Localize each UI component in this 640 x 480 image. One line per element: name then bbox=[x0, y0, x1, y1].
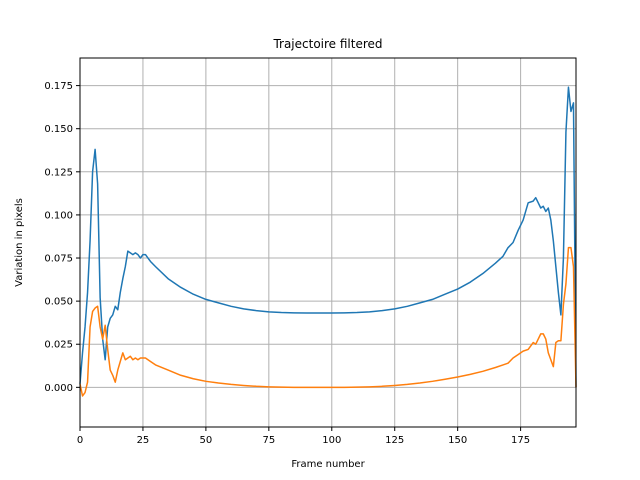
axis-ticks: 0 25 50 75 100 125 150 175 0.000 0.025 0.050 0.075 0… bbox=[44, 81, 530, 446]
grid bbox=[79, 58, 576, 427]
x-tick-label: 75 bbox=[262, 435, 275, 446]
x-tick-label: 100 bbox=[322, 435, 341, 446]
y-tick-label: 0.175 bbox=[44, 81, 73, 92]
series-lines bbox=[79, 86, 577, 397]
y-tick-label: 0.150 bbox=[44, 124, 73, 135]
x-axis-label: Frame number bbox=[291, 459, 365, 470]
x-tick-label: 25 bbox=[137, 435, 150, 446]
y-tick-label: 0.100 bbox=[44, 210, 73, 221]
y-tick-label: 0.050 bbox=[44, 297, 73, 308]
x-tick-label: 0 bbox=[77, 435, 83, 446]
plot-area-frame bbox=[79, 57, 577, 428]
y-tick-label: 0.025 bbox=[44, 340, 73, 351]
chart-title: Trajectoire filtered bbox=[272, 37, 382, 51]
x-tick-label: 50 bbox=[200, 435, 213, 446]
x-tick-label: 125 bbox=[385, 435, 404, 446]
series-line-2 bbox=[79, 246, 577, 397]
x-tick-label: 150 bbox=[448, 435, 467, 446]
x-tick-label: 175 bbox=[511, 435, 530, 446]
y-tick-label: 0.000 bbox=[44, 383, 73, 394]
y-tick-label: 0.075 bbox=[44, 254, 73, 265]
y-axis-label: Variation in pixels bbox=[14, 198, 25, 287]
y-tick-label: 0.125 bbox=[44, 167, 73, 178]
series-line-1 bbox=[79, 86, 577, 388]
